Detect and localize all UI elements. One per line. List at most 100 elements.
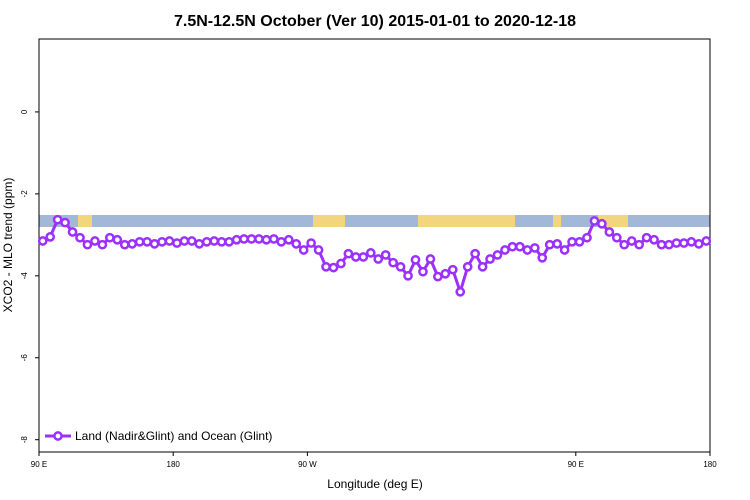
x-tick-label: 90 E — [31, 460, 47, 469]
data-point — [224, 236, 234, 247]
y-tick-label: -4 — [20, 272, 29, 280]
data-point — [254, 234, 264, 244]
data-point — [239, 234, 249, 244]
y-axis-label: XCO2 - MLO trend (ppm) — [1, 178, 15, 313]
data-point — [418, 266, 428, 277]
data-point — [261, 234, 272, 245]
data-point — [649, 234, 659, 245]
data-point — [209, 236, 220, 246]
data-point — [440, 268, 451, 279]
data-point — [164, 236, 175, 246]
data-point — [701, 236, 712, 246]
data-point — [410, 254, 421, 265]
data-point — [127, 239, 138, 249]
data-point — [313, 245, 324, 255]
data-point — [52, 214, 63, 225]
x-tick-label: 180 — [703, 460, 717, 469]
data-point — [552, 239, 563, 249]
data-point — [462, 261, 473, 272]
data-point — [567, 236, 577, 247]
data-point — [351, 252, 361, 262]
data-point — [104, 232, 115, 243]
data-point — [358, 252, 369, 262]
data-point — [634, 239, 645, 250]
data-point — [380, 250, 391, 260]
legend-marker — [53, 431, 63, 441]
data-point — [589, 216, 600, 226]
data-point — [470, 248, 480, 259]
data-point — [231, 234, 242, 245]
data-point — [60, 217, 70, 228]
data-point — [664, 239, 674, 250]
data-point — [283, 234, 294, 245]
data-point — [641, 232, 652, 243]
data-point — [671, 238, 682, 248]
data-point — [149, 239, 160, 249]
data-point — [492, 250, 503, 260]
x-tick-label: 90 E — [568, 460, 584, 469]
data-point — [37, 236, 48, 246]
data-point — [425, 254, 436, 264]
data-point — [269, 234, 279, 244]
data-point — [611, 232, 622, 243]
data-point — [522, 245, 533, 255]
data-point — [336, 258, 346, 269]
data-point — [455, 286, 466, 297]
land-patch — [313, 215, 345, 227]
data-point — [306, 238, 316, 248]
data-point — [112, 234, 123, 245]
x-tick-label: 180 — [167, 460, 181, 469]
data-point — [75, 232, 85, 243]
y-tick-label: 0 — [20, 109, 29, 114]
data-point — [291, 239, 302, 249]
x-tick-label: 90 W — [298, 460, 317, 469]
chart-title: 7.5N-12.5N October (Ver 10) 2015-01-01 t… — [174, 13, 576, 30]
data-point — [276, 236, 287, 247]
data-point — [485, 254, 495, 264]
data-point — [597, 218, 607, 229]
data-point — [559, 245, 570, 255]
data-point — [201, 236, 212, 247]
legend-label: Land (Nadir&Glint) and Ocean (Glint) — [75, 429, 272, 443]
land-strip — [78, 215, 628, 227]
data-point — [97, 239, 108, 250]
data-point — [67, 227, 78, 237]
data-point — [515, 241, 525, 252]
data-point — [544, 239, 555, 250]
data-point — [507, 241, 518, 252]
data-point — [403, 270, 413, 281]
data-point — [574, 236, 585, 247]
data-point — [142, 236, 152, 247]
x-axis-label: Longitude (deg E) — [327, 477, 422, 491]
land-patch — [553, 215, 561, 227]
data-point — [45, 232, 56, 242]
data-point — [693, 239, 704, 249]
data-point — [246, 234, 257, 244]
data-point — [90, 236, 100, 246]
data-point — [537, 252, 548, 263]
data-point — [343, 248, 354, 259]
data-point — [186, 236, 197, 246]
data-point — [619, 239, 630, 250]
data-point — [82, 239, 93, 250]
data-point — [395, 261, 406, 272]
ocean-strip — [39, 215, 710, 227]
data-point — [373, 254, 384, 264]
data-point — [157, 236, 167, 247]
data-point — [321, 261, 331, 272]
data-point — [179, 236, 190, 246]
data-point — [477, 261, 488, 272]
data-point — [172, 238, 182, 248]
y-tick-label: -8 — [20, 436, 29, 444]
data-point — [194, 239, 205, 249]
data-point — [134, 236, 145, 247]
data-point — [447, 264, 458, 275]
data-point — [298, 245, 309, 255]
data-point — [626, 236, 637, 246]
data-point — [529, 243, 540, 253]
y-tick-label: -2 — [20, 190, 29, 198]
data-point — [604, 227, 615, 237]
data-point — [119, 239, 130, 250]
data-point — [656, 239, 667, 250]
